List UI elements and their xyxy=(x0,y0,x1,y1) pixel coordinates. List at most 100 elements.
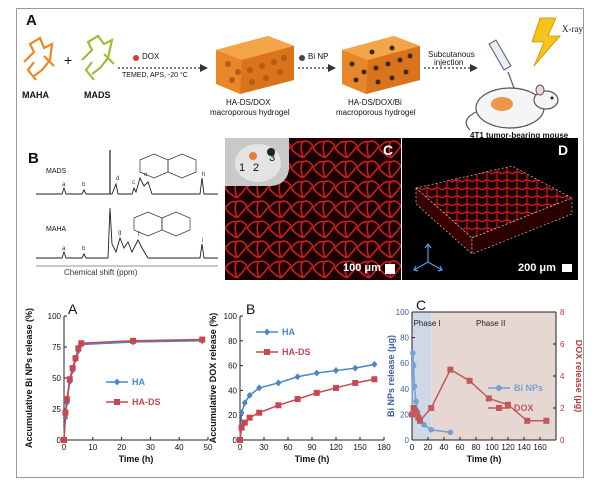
bi-np-dot-icon xyxy=(299,55,305,61)
data-point xyxy=(485,395,492,402)
legend-label: HA-DS xyxy=(132,397,161,407)
y-tick-label: 20 xyxy=(228,411,237,420)
data-point xyxy=(466,377,473,384)
chart-c: Phase I Phase II0 20 40 60 80 100 120 140 1600204… xyxy=(386,297,582,464)
y-axis-label: Accumulative DOX release (%) xyxy=(208,313,218,444)
scale-c-bar xyxy=(385,264,395,274)
micrograph-d: D 200 μm xyxy=(402,138,578,280)
y-tick-label: 40 xyxy=(400,385,409,394)
phase-1-label: Phase I xyxy=(414,319,441,328)
data-point xyxy=(256,409,263,416)
y-right-tick-label: 8 xyxy=(560,308,565,317)
plus-sign: + xyxy=(64,52,73,68)
svg-text:a: a xyxy=(62,182,66,188)
maha-chain-icon xyxy=(23,36,55,81)
series-line-ha xyxy=(239,363,375,441)
y-tick-label: 80 xyxy=(228,337,237,346)
x-axis-label: Time (h) xyxy=(467,454,502,464)
panel-letter-b-nmr: B xyxy=(28,150,39,167)
scheme-panel xyxy=(23,17,561,131)
data-point xyxy=(61,437,67,443)
y-tick-label: 0 xyxy=(233,436,238,445)
x-tick-label: 120 xyxy=(501,443,515,452)
data-point xyxy=(447,366,454,373)
svg-text:b: b xyxy=(82,182,86,188)
legend-marker xyxy=(114,378,120,386)
data-point xyxy=(72,355,79,362)
panel-letter-d-micro: D xyxy=(558,142,569,158)
x-tick-label: 40 xyxy=(175,443,184,452)
data-point xyxy=(313,369,320,377)
dox-label: DOX xyxy=(142,52,160,61)
legend-label: HA xyxy=(132,377,145,387)
scale-d-label: 200 μm xyxy=(518,262,556,274)
x-tick-label: 60 xyxy=(284,443,293,452)
data-point xyxy=(412,408,419,415)
maha-spectrum-label: MAHA xyxy=(46,226,67,233)
x-tick-label: 160 xyxy=(533,443,547,452)
legend-label: HA xyxy=(282,327,295,337)
data-point xyxy=(238,424,245,431)
data-point xyxy=(275,402,282,409)
nmr-xlabel: Chemical shift (ppm) xyxy=(64,268,138,277)
figure-frame xyxy=(16,8,584,478)
data-point xyxy=(63,396,70,403)
legend-label: Bi NPs xyxy=(514,383,543,393)
x-tick-label: 100 xyxy=(485,443,499,452)
y-tick-label: 80 xyxy=(400,334,409,343)
gel1-line1: HA-DS/DOX xyxy=(226,98,271,107)
svg-text:b: b xyxy=(82,246,86,252)
data-point xyxy=(246,391,253,399)
x-axis-label: Time (h) xyxy=(119,454,154,464)
mads-chain-icon xyxy=(81,34,115,81)
data-point xyxy=(428,405,435,411)
y-tick-label: 75 xyxy=(52,343,61,352)
phase-2-region xyxy=(431,312,556,440)
data-point xyxy=(66,376,73,383)
axis-arrows-icon xyxy=(413,243,443,272)
micrograph-c: 1 2 3 C 100 μm xyxy=(225,138,401,280)
data-point xyxy=(352,364,359,372)
y-axis-label: Bi NPs release (μg) xyxy=(386,335,396,417)
svg-text:h: h xyxy=(202,172,205,178)
y-tick-label: 25 xyxy=(52,405,61,414)
x-tick-label: 20 xyxy=(424,443,433,452)
data-point xyxy=(413,411,420,418)
data-point xyxy=(410,405,417,411)
mouse-label: 4T1 tumor-bearing mouse xyxy=(470,131,569,140)
data-point xyxy=(505,401,511,408)
bi-np-label: Bi NP xyxy=(308,52,329,61)
y-right-tick-label: 2 xyxy=(560,404,565,413)
x-tick-label: 50 xyxy=(204,443,213,452)
xray-label: X-ray xyxy=(562,24,583,34)
conditions-label: TEMED, APS, -20 °C xyxy=(122,72,188,79)
gel2-line1: HA-DS/DOX/Bi xyxy=(348,98,402,107)
y-tick-label: 0 xyxy=(57,436,62,445)
chart-b: 0 30 60 90 120 150 180 0 20 40 60 80 100 Time (h) Accu… xyxy=(208,301,391,464)
y-tick-label: 100 xyxy=(48,312,62,321)
y-right-tick-label: 0 xyxy=(560,436,565,445)
panel-letter: B xyxy=(246,301,255,317)
inset-label-2: 2 xyxy=(253,162,260,174)
syringe-icon xyxy=(488,39,515,89)
svg-text:a: a xyxy=(62,246,66,252)
legend-marker xyxy=(114,399,120,405)
y-tick-label: 50 xyxy=(52,374,61,383)
data-point xyxy=(294,373,301,381)
svg-text:i: i xyxy=(202,238,203,244)
series-line-ha-ds xyxy=(63,338,203,441)
y-right-tick-label: 4 xyxy=(560,372,565,381)
data-point xyxy=(524,417,531,424)
data-point xyxy=(241,399,248,407)
data-point xyxy=(130,337,137,344)
x-tick-label: 180 xyxy=(377,443,391,452)
mads-spectrum-label: MADS xyxy=(46,168,67,175)
dox-dot-icon xyxy=(133,55,139,61)
y-tick-label: 0 xyxy=(405,436,410,445)
y-right-axis-label: DOX release (μg) xyxy=(574,340,582,413)
nmr-spectra: b a c h d e b a f g i xyxy=(36,150,218,267)
mads-label: MADS xyxy=(84,90,111,100)
data-point xyxy=(333,367,339,375)
panel-letter: C xyxy=(416,297,426,313)
panel-letter-a-top: A xyxy=(26,12,37,29)
